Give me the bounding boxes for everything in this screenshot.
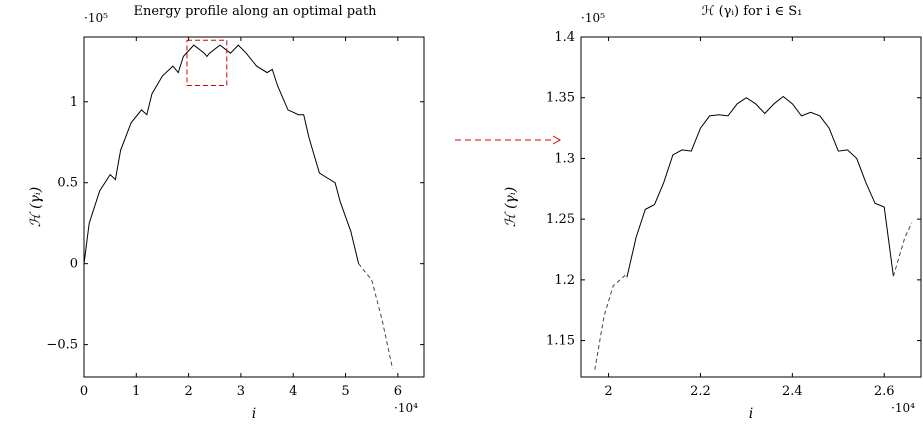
right-y-tick-label: 1.3 bbox=[554, 151, 575, 166]
left-x-axis-label: i bbox=[252, 406, 256, 422]
right-x-tick-label: 2.6 bbox=[874, 384, 895, 399]
right-y-tick-label: 1.35 bbox=[546, 91, 575, 106]
left-y-tick-label: 0 bbox=[70, 257, 78, 272]
left-x-multiplier: ·10⁴ bbox=[394, 401, 418, 415]
left-x-tick-label: 1 bbox=[132, 384, 140, 399]
left-x-tick-label: 3 bbox=[237, 384, 245, 399]
right-y-tick-label: 1.15 bbox=[546, 334, 575, 349]
right-chart-title: ℋ (γᵢ) for i ∈ S₁ bbox=[702, 4, 803, 19]
left-x-tick-label: 4 bbox=[289, 384, 297, 399]
left-y-tick-label: 0.5 bbox=[57, 176, 78, 191]
left-plot-frame bbox=[83, 36, 425, 378]
right-series-line-2 bbox=[626, 95, 894, 278]
zoom-arrow-head bbox=[552, 135, 562, 145]
right-y-tick-label: 1.25 bbox=[546, 212, 575, 227]
left-series-line-2-dashed bbox=[358, 263, 394, 370]
right-y-tick-label: 1.2 bbox=[554, 273, 575, 288]
left-series-line-1 bbox=[83, 44, 360, 264]
left-chart-title: Energy profile along an optimal path bbox=[134, 4, 378, 19]
right-y-tick-label: 1.4 bbox=[554, 30, 575, 45]
right-y-multiplier: ·10⁵ bbox=[581, 11, 605, 25]
right-series-line-3-dashed bbox=[892, 222, 913, 277]
left-x-tick-label: 2 bbox=[184, 384, 192, 399]
left-y-tick-label: 1 bbox=[70, 95, 78, 110]
right-chart: ℋ (γᵢ) for i ∈ S₁ ·10⁵ ·10⁴ i ℋ (γᵢ) 2 2.… bbox=[503, 4, 922, 422]
zoom-arrow bbox=[455, 135, 562, 145]
right-x-multiplier: ·10⁴ bbox=[891, 401, 915, 415]
right-x-tick-label: 2.2 bbox=[690, 384, 711, 399]
left-y-tick-label: −0.5 bbox=[46, 338, 78, 353]
right-x-tick-label: 2.4 bbox=[782, 384, 803, 399]
right-plot-frame bbox=[580, 36, 922, 378]
left-x-tick-label: 0 bbox=[80, 384, 88, 399]
right-y-axis-label: ℋ (γᵢ) bbox=[503, 187, 519, 227]
left-y-axis-label: ℋ (γᵢ) bbox=[28, 187, 44, 227]
right-x-tick-label: 2 bbox=[604, 384, 612, 399]
left-y-multiplier: ·10⁵ bbox=[84, 11, 108, 25]
left-x-tick-label: 5 bbox=[341, 384, 349, 399]
right-x-axis-label: i bbox=[749, 406, 753, 422]
zoom-region-box bbox=[186, 39, 228, 86]
left-chart: Energy profile along an optimal path ·10… bbox=[28, 4, 425, 422]
right-series-line-1-dashed bbox=[594, 273, 628, 370]
left-x-tick-label: 6 bbox=[394, 384, 402, 399]
